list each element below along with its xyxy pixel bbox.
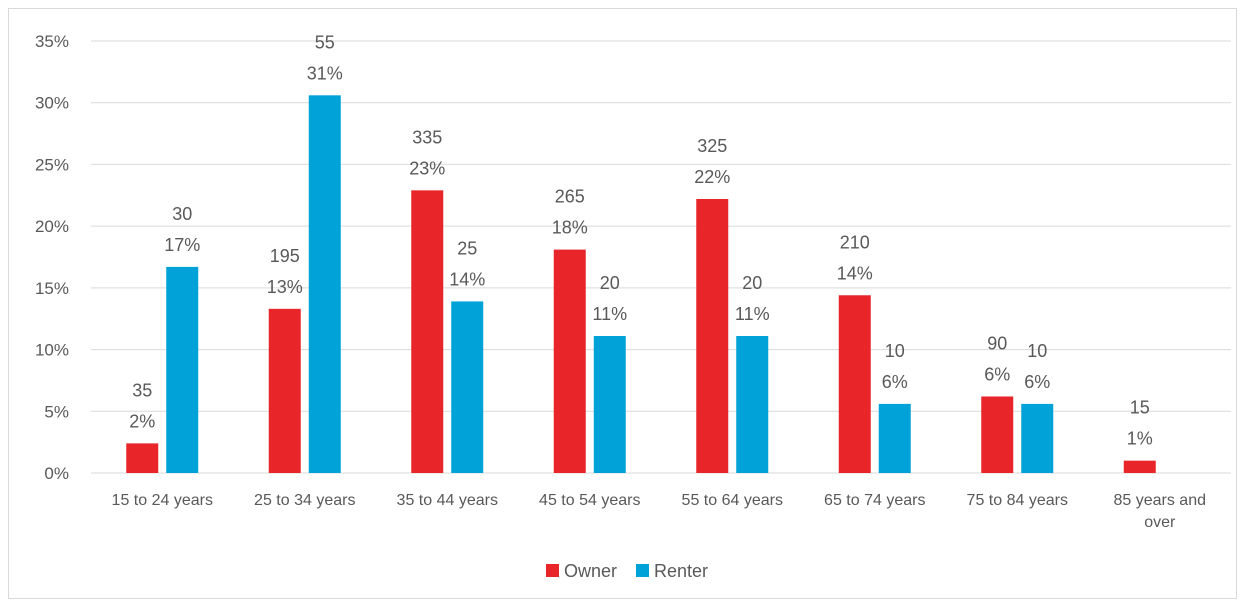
bar-owner — [696, 198, 729, 473]
data-label-percent: 31% — [307, 63, 343, 83]
data-label-percent: 18% — [552, 218, 588, 238]
x-tick-label: 55 to 64 years — [682, 492, 783, 509]
data-label-percent: 14% — [449, 269, 485, 289]
y-tick-label: 0% — [44, 464, 69, 483]
data-label-count: 210 — [840, 232, 870, 252]
bar-renter — [736, 335, 769, 473]
y-tick-label: 30% — [35, 94, 69, 113]
x-tick-label: 85 years and — [1113, 492, 1206, 509]
data-label-percent: 6% — [1024, 372, 1050, 392]
data-label-count: 325 — [697, 136, 727, 156]
x-tick-label: 35 to 44 years — [397, 492, 498, 509]
bar-owner — [126, 443, 159, 473]
bar-renter — [451, 301, 484, 473]
bar-owner — [838, 295, 871, 473]
data-label-percent: 6% — [882, 372, 908, 392]
x-tick-label: 25 to 34 years — [254, 492, 355, 509]
data-label-count: 15 — [1130, 398, 1150, 418]
data-label-percent: 6% — [984, 364, 1010, 384]
data-label-count: 35 — [132, 380, 152, 400]
y-tick-label: 5% — [44, 402, 69, 421]
legend-swatch-renter — [636, 564, 649, 577]
y-tick-label: 15% — [35, 279, 69, 298]
bar-owner — [411, 190, 444, 473]
data-label-count: 335 — [412, 127, 442, 147]
y-tick-label: 35% — [35, 32, 69, 51]
data-label-percent: 13% — [267, 277, 303, 297]
legend-label-renter: Renter — [654, 561, 708, 581]
data-label-percent: 14% — [837, 263, 873, 283]
data-label-percent: 22% — [694, 167, 730, 187]
x-tick-label: 15 to 24 years — [112, 492, 213, 509]
y-tick-label: 20% — [35, 217, 69, 236]
bar-owner — [1123, 460, 1156, 473]
data-label-count: 55 — [315, 32, 335, 52]
bar-owner — [553, 249, 586, 473]
data-label-percent: 11% — [735, 304, 770, 324]
data-label-percent: 1% — [1127, 429, 1153, 449]
data-label-count: 10 — [1027, 341, 1047, 361]
data-label-count: 20 — [600, 273, 620, 293]
data-label-percent: 23% — [409, 158, 445, 178]
data-label-count: 90 — [987, 333, 1007, 353]
y-tick-label: 25% — [35, 155, 69, 174]
bar-renter — [166, 266, 199, 473]
data-label-count: 25 — [457, 238, 477, 258]
data-label-percent: 2% — [129, 411, 155, 431]
bar-owner — [268, 308, 301, 473]
x-tick-label: 75 to 84 years — [967, 492, 1068, 509]
x-tick-label: 65 to 74 years — [824, 492, 925, 509]
y-tick-label: 10% — [35, 341, 69, 360]
bar-owner — [981, 396, 1014, 473]
data-label-percent: 17% — [164, 235, 200, 255]
bar-renter — [878, 403, 911, 473]
data-label-count: 195 — [270, 246, 300, 266]
x-tick-label: over — [1144, 514, 1176, 531]
bar-chart: 0% 5% 10% 15% 20% 25% 30% 35% 2% 35 17% 30 15 to 24 … — [35, 32, 1231, 581]
x-tick-label: 45 to 54 years — [539, 492, 640, 509]
bar-renter — [308, 95, 341, 474]
data-label-count: 10 — [885, 341, 905, 361]
bar-renter — [593, 335, 626, 473]
data-label-count: 20 — [742, 273, 762, 293]
data-label-percent: 11% — [592, 304, 627, 324]
chart-container: 0% 5% 10% 15% 20% 25% 30% 35% 2% 35 17% 30 15 to 24 … — [8, 8, 1237, 599]
data-label-count: 265 — [555, 187, 585, 207]
bar-renter — [1021, 403, 1054, 473]
data-label-count: 30 — [172, 204, 192, 224]
legend-swatch-owner — [546, 564, 559, 577]
legend-label-owner: Owner — [564, 561, 617, 581]
